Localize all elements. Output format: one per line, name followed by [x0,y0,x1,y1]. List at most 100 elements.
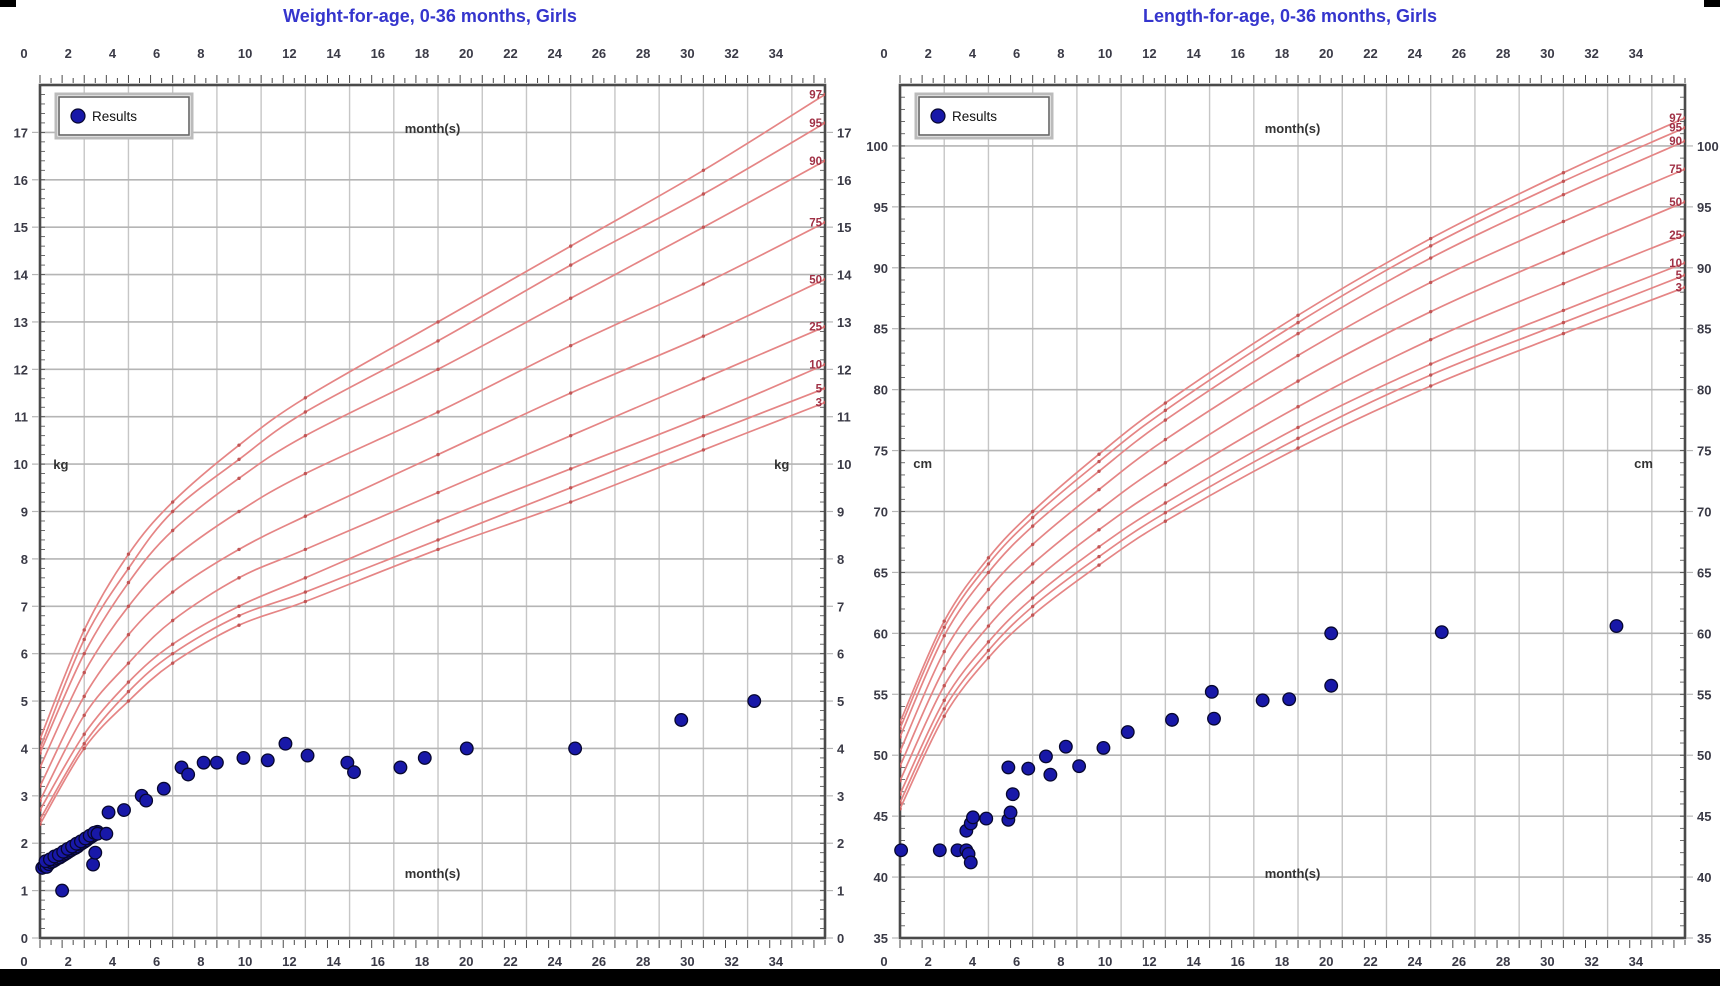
x-tick-label: 26 [1452,954,1466,969]
percentile-curve-marker [569,467,573,471]
percentile-curve-marker [701,225,706,229]
percentile-curve-marker [1163,511,1168,515]
y-tick-label-right: 35 [1697,931,1711,946]
data-point [99,826,114,841]
x-tick-label: 0 [880,954,887,969]
length-chart-title: Length-for-age, 0-36 months, Girls [1142,6,1438,26]
y-tick-label-left: 80 [874,383,888,398]
data-point [1165,712,1179,727]
y-tick-label-right: 75 [1697,444,1711,459]
y-tick-label-left: 12 [14,362,28,377]
percentile-curve-marker [942,714,946,718]
data-point [101,805,116,820]
y-tick-label-left: 95 [874,200,888,215]
percentile-curve-marker [237,623,241,627]
percentile-curve-5 [900,274,1685,804]
percentile-curve-marker [237,443,241,447]
percentile-curve-marker [1030,613,1035,617]
percentile-curve-marker [942,698,946,703]
x-tick-label: 26 [592,954,606,969]
percentile-curve-marker [900,720,902,725]
x-tick-label: 32 [1584,954,1598,969]
percentile-curve-marker [40,751,42,755]
percentile-curve-75 [900,168,1685,752]
percentile-curve-marker [1429,280,1433,285]
y-tick-label-left: 6 [21,647,28,662]
x-tick-label: 12 [282,46,296,61]
month-rulers [39,75,826,948]
y-tick-label-right: 4 [837,741,845,756]
data-point [1609,619,1624,633]
percentile-curve-marker [942,649,946,654]
data-point [894,843,909,858]
unit-caption: kg [774,457,789,472]
y-tick-label-right: 95 [1697,200,1711,215]
data-point [156,781,171,796]
top-left-screen-artifact [0,0,16,7]
y-tick-label-left: 8 [21,552,28,567]
data-point [963,855,978,870]
data-point [1282,692,1297,707]
x-tick-label: 6 [153,954,160,969]
percentile-curve-marker [569,263,573,267]
data-point [347,765,361,780]
percentile-curve-marker [82,628,86,632]
y-tick-label-left: 9 [21,505,28,520]
data-point [181,767,196,782]
percentile-curve-marker [1097,563,1101,567]
data-point [1021,761,1036,776]
x-tick-label: 12 [282,954,296,969]
x-tick-label: 32 [724,46,738,61]
percentile-curve-marker [1683,125,1685,130]
percentile-curve-50 [900,201,1685,767]
percentile-label-75: 75 [1669,164,1682,176]
plot-border [898,83,1687,940]
x-tick-label: 14 [326,46,341,61]
percentile-curve-marker [40,784,42,789]
y-tick-label-left: 75 [874,444,888,459]
percentile-curve-marker [1163,519,1168,523]
y-tick-label-right: 55 [1697,687,1711,702]
y-tick-label-right: 85 [1697,322,1711,337]
percentile-curve-marker [82,651,86,656]
y-tick-label-left: 100 [866,139,888,154]
percentile-curve-marker [1296,425,1300,430]
data-point [260,753,275,768]
percentile-curve-marker [569,486,573,490]
x-tick-label: 18 [415,46,429,61]
y-tick-label-right: 6 [837,647,844,662]
x-tick-label: 10 [238,46,252,61]
data-point [278,736,293,751]
y-tick-label-left: 3 [21,789,28,804]
axis-captions: month(s) month(s) cm cm [913,121,1653,881]
x-tick-label: 34 [769,46,784,61]
percentile-label-25: 25 [809,322,822,334]
data-point [1434,625,1449,640]
percentile-curve-marker [1429,309,1433,314]
percentile-curve-marker [1163,401,1168,405]
x-tick-label: 0 [20,46,27,61]
data-point [1043,767,1058,782]
percentile-labels: 97 95 90 75 50 25 10 5 3 [809,89,822,409]
percentile-curve-marker [900,779,902,783]
percentile-curve-marker [701,433,706,438]
data-point [1207,711,1221,726]
y-tick-label-left: 10 [14,457,28,472]
percentile-label-95: 95 [809,118,822,130]
x-tick-label: 18 [415,954,429,969]
percentile-label-50: 50 [809,274,822,286]
percentile-curve-marker [1030,604,1035,609]
percentile-curve-marker [170,590,175,594]
percentile-curve-marker [436,452,440,457]
percentile-curve-marker [1561,308,1566,313]
months-caption: month(s) [405,121,461,136]
percentile-curve-marker [569,244,573,248]
percentile-curve-marker [82,713,86,717]
percentile-curve-marker [569,296,573,300]
percentile-curve-marker [126,680,131,684]
data-point [1120,725,1135,740]
percentile-curve-marker [82,637,86,642]
x-tick-label: 22 [1363,954,1377,969]
x-tick-label: 22 [1363,46,1377,61]
